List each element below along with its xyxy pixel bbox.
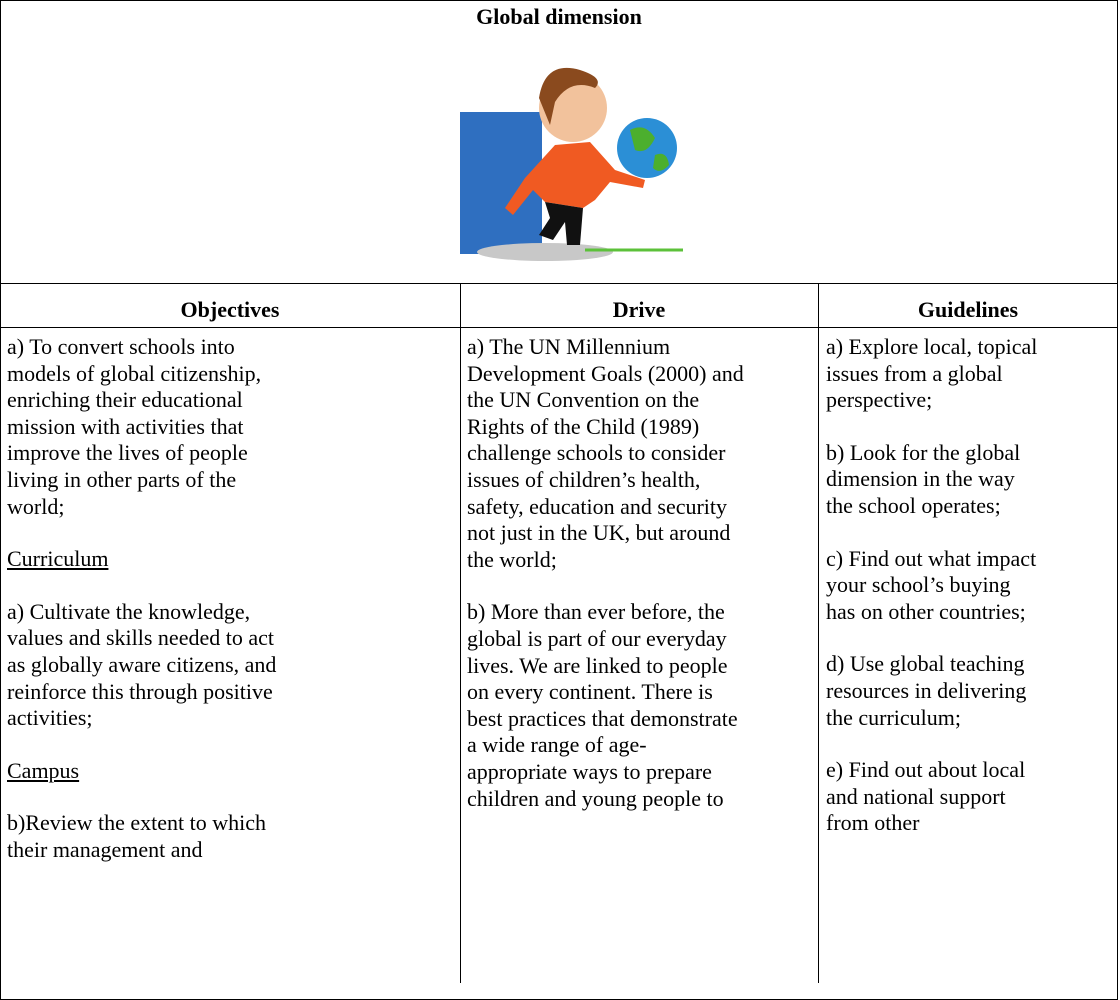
text-line: improve the lives of people (7, 440, 248, 466)
text-line: models of global citizenship, (7, 360, 262, 386)
text-line: a) Cultivate the knowledge, (7, 598, 251, 624)
text-line: issues of children’s health, (467, 466, 701, 492)
table-cell: a) To convert schools into models of glob… (7, 334, 276, 890)
text-line: values and skills needed to act (7, 625, 274, 651)
illustration (460, 67, 683, 261)
text-line: safety, education and security (467, 493, 728, 519)
text-line: the curriculum; (826, 704, 962, 730)
text-line: a) To convert schools into (7, 334, 235, 359)
paragraph: Curriculum (7, 546, 276, 573)
text-line: a wide range of age- (467, 732, 647, 758)
row-divider (0, 283, 1118, 284)
text-line: the UN Convention on the (467, 387, 700, 413)
text-line: enriching their educational (7, 387, 243, 413)
text-line: Curriculum (7, 546, 109, 572)
text-line: your school’s buying (826, 572, 1011, 598)
paragraph: d) Use global teaching resources in deliv… (826, 651, 1037, 731)
paragraph: c) Find out what impact your school’s buy… (826, 546, 1037, 626)
table-title: Global dimension (476, 4, 642, 29)
text-line: as globally aware citizens, and (7, 651, 277, 677)
text-line: a) Explore local, topical (826, 334, 1038, 359)
text-line: perspective; (826, 387, 933, 413)
text-line: has on other countries; (826, 598, 1026, 624)
paragraph: b)Review the extent to which their manage… (7, 810, 276, 863)
text-line: and national support (826, 783, 1006, 809)
text-line: challenge schools to consider (467, 440, 726, 466)
text-line: their management and (7, 836, 203, 862)
column-header: Objectives (180, 297, 280, 322)
text-line: dimension in the way (826, 466, 1015, 492)
table-cell: a) Explore local, topical issues from a g… (826, 334, 1037, 863)
text-line: b) More than ever before, the (467, 599, 725, 625)
text-line: appropriate ways to prepare (467, 758, 712, 784)
column-header: Guidelines (917, 297, 1019, 322)
text-line: Rights of the Child (1989) (467, 413, 700, 439)
column-header: Drive (612, 297, 666, 322)
column-divider (460, 283, 461, 983)
text-line: resources in delivering (826, 677, 1027, 703)
text-line: not just in the UK, but around (467, 520, 731, 546)
text-line: activities; (7, 705, 93, 731)
text-line: on every continent. There is (467, 679, 713, 705)
text-line: world; (7, 493, 65, 519)
column-divider (818, 283, 819, 983)
text-line: b) Look for the global (826, 439, 1021, 465)
paragraph: a) Cultivate the knowledge, values and sk… (7, 599, 276, 732)
text-line: children and young people to (467, 785, 724, 811)
row-divider (0, 327, 1118, 328)
paragraph: a) The UN Millennium Development Goals (2… (467, 334, 744, 573)
text-line: issues from a global (826, 360, 1003, 386)
paragraph: b) More than ever before, the global is p… (467, 599, 744, 812)
paragraph: a) Explore local, topical issues from a g… (826, 334, 1037, 414)
text-line: from other (826, 810, 920, 836)
text-line: best practices that demonstrate (467, 705, 738, 731)
table-cell: a) The UN Millennium Development Goals (2… (467, 334, 744, 838)
paragraph: b) Look for the global dimension in the w… (826, 440, 1037, 520)
text-line: Development Goals (2000) and (467, 360, 744, 386)
text-line: e) Find out about local (826, 757, 1026, 783)
text-line: b)Review the extent to which (7, 810, 267, 836)
text-line: c) Find out what impact (826, 545, 1037, 571)
text-line: a) The UN Millennium (467, 334, 671, 359)
text-line: the school operates; (826, 492, 1001, 518)
text-line: living in other parts of the (7, 466, 237, 492)
text-line: the world; (467, 546, 557, 572)
text-line: global is part of our everyday (467, 625, 727, 651)
text-line: Campus (7, 757, 80, 783)
paragraph: e) Find out about local and national supp… (826, 757, 1037, 837)
paragraph: a) To convert schools into models of glob… (7, 334, 276, 520)
paragraph: Campus (7, 758, 276, 785)
text-line: mission with activities that (7, 413, 244, 439)
text-line: reinforce this through positive (7, 678, 273, 704)
text-line: lives. We are linked to people (467, 652, 728, 678)
text-line: d) Use global teaching (826, 651, 1025, 677)
